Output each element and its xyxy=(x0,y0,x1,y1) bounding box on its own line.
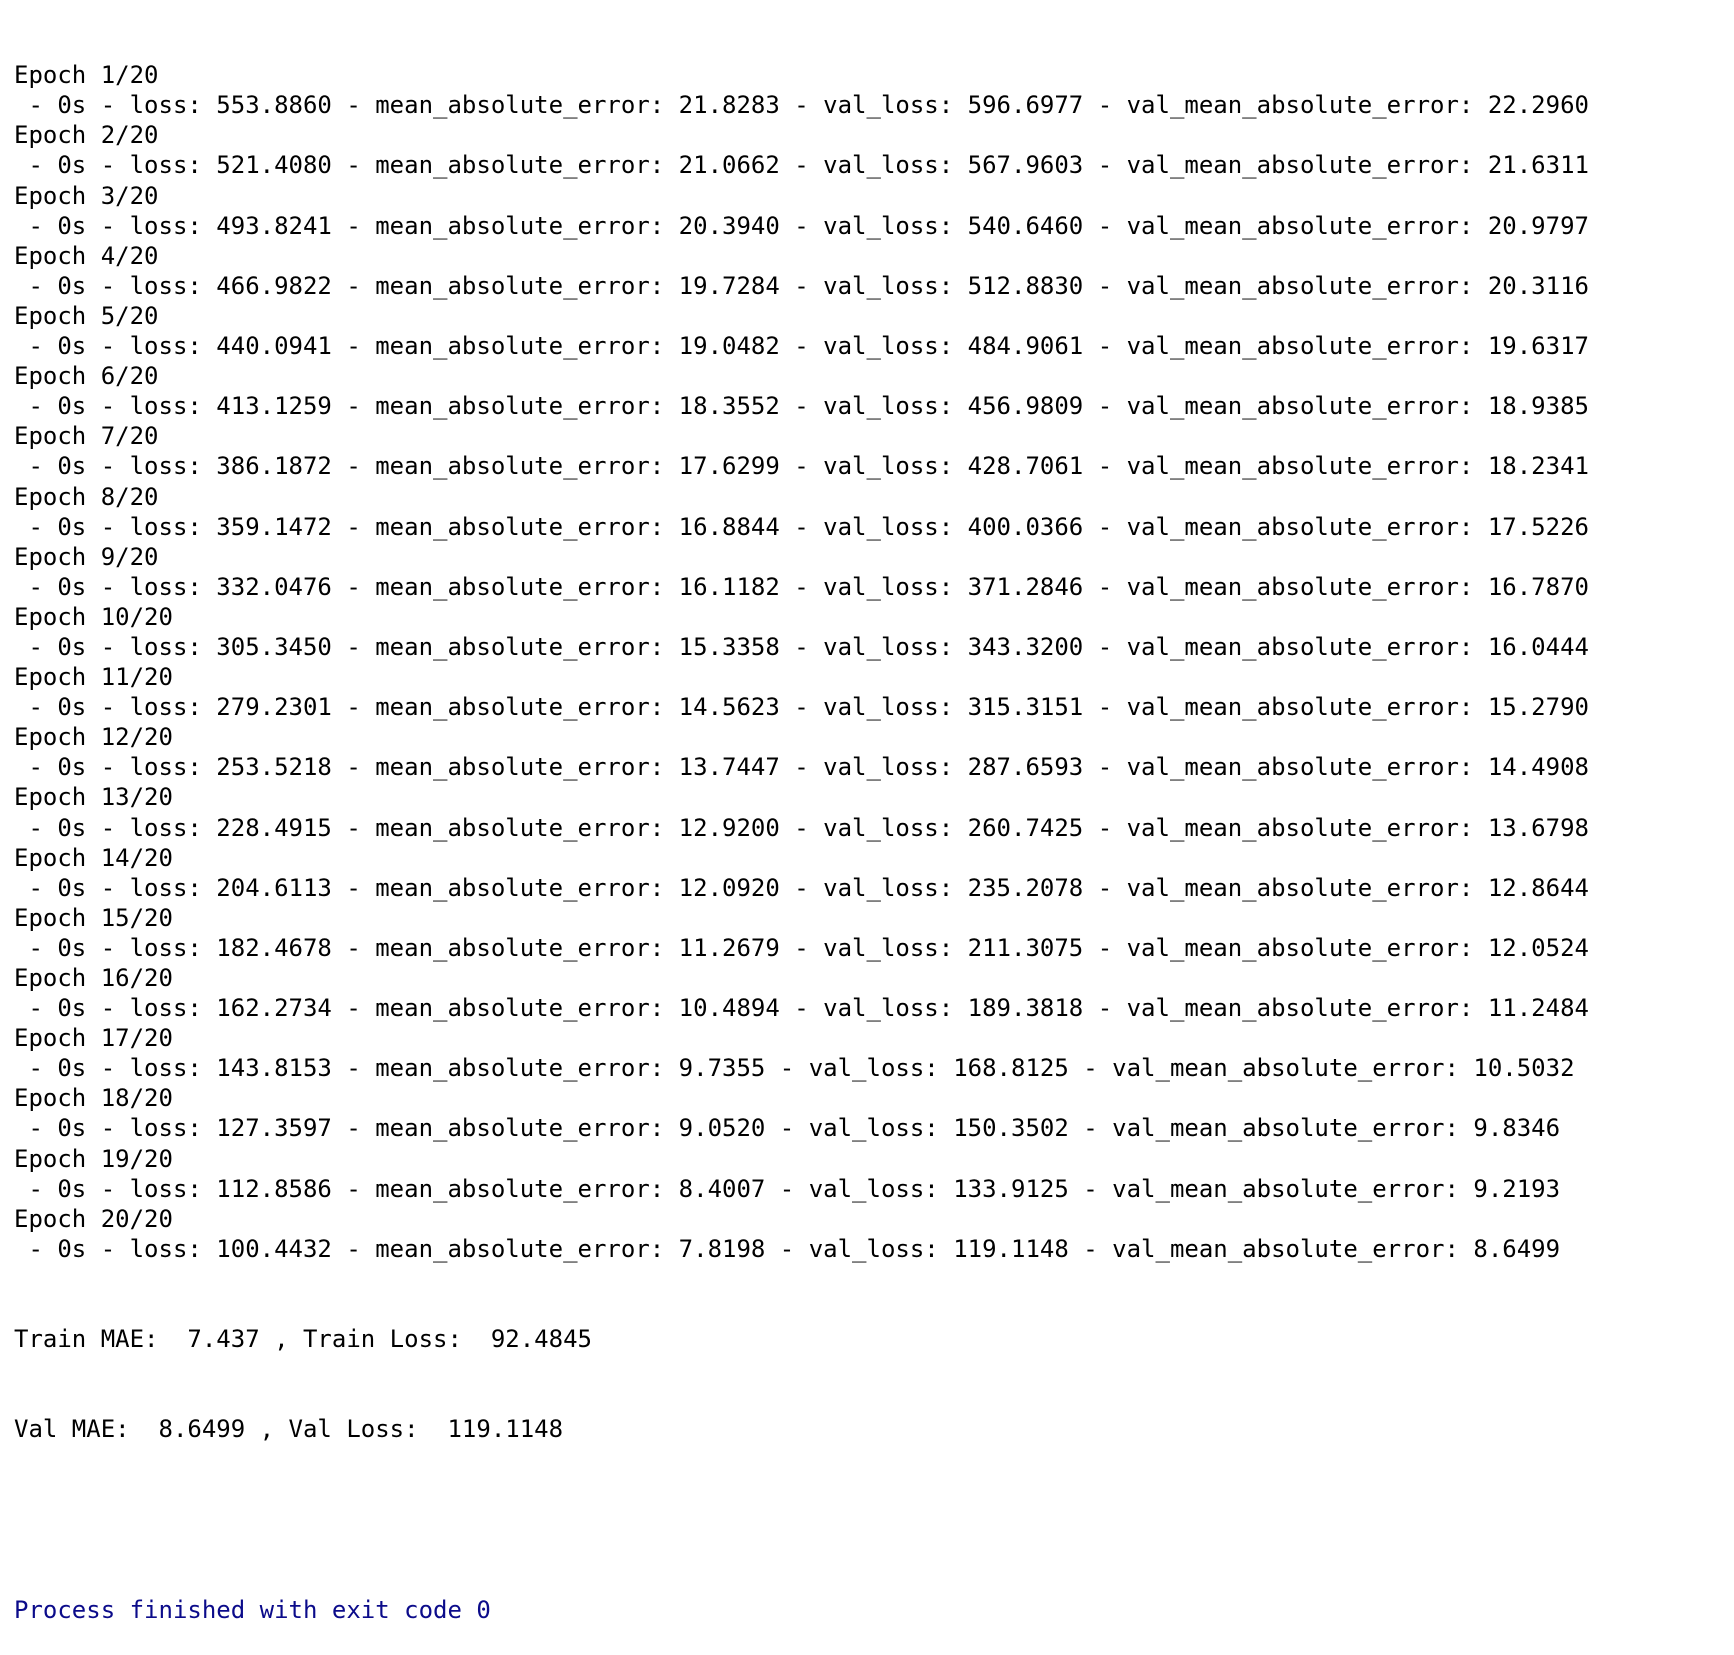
epoch-metrics: - 0s - loss: 359.1472 - mean_absolute_er… xyxy=(14,512,1589,541)
epoch-header: Epoch 17/20 xyxy=(14,1024,173,1053)
epoch-metrics: - 0s - loss: 204.6113 - mean_absolute_er… xyxy=(14,873,1589,902)
console-output: Epoch 1/20 - 0s - loss: 553.8860 - mean_… xyxy=(14,0,1589,1655)
epoch-header: Epoch 12/20 xyxy=(14,723,173,752)
epoch-header: Epoch 11/20 xyxy=(14,663,173,692)
epoch-header: Epoch 10/20 xyxy=(14,602,173,631)
epoch-metrics: - 0s - loss: 553.8860 - mean_absolute_er… xyxy=(14,91,1589,120)
epoch-header: Epoch 3/20 xyxy=(14,181,159,210)
blank-line xyxy=(14,1505,1589,1535)
epoch-header: Epoch 6/20 xyxy=(14,362,159,391)
epoch-header: Epoch 7/20 xyxy=(14,422,159,451)
epoch-header: Epoch 14/20 xyxy=(14,843,173,872)
epoch-header: Epoch 15/20 xyxy=(14,903,173,932)
epoch-metrics: - 0s - loss: 386.1872 - mean_absolute_er… xyxy=(14,452,1589,481)
epoch-metrics: - 0s - loss: 493.8241 - mean_absolute_er… xyxy=(14,211,1589,240)
val-summary-line: Val MAE: 8.6499 , Val Loss: 119.1148 xyxy=(14,1415,564,1444)
epoch-header: Epoch 20/20 xyxy=(14,1204,173,1233)
epoch-header: Epoch 19/20 xyxy=(14,1144,173,1173)
exit-message: Process finished with exit code 0 xyxy=(14,1595,491,1624)
epoch-metrics: - 0s - loss: 182.4678 - mean_absolute_er… xyxy=(14,933,1589,962)
epoch-metrics: - 0s - loss: 127.3597 - mean_absolute_er… xyxy=(14,1114,1561,1143)
epoch-metrics: - 0s - loss: 413.1259 - mean_absolute_er… xyxy=(14,392,1589,421)
epoch-header: Epoch 2/20 xyxy=(14,121,159,150)
epoch-log: Epoch 1/20 - 0s - loss: 553.8860 - mean_… xyxy=(14,60,1589,1264)
train-summary-line: Train MAE: 7.437 , Train Loss: 92.4845 xyxy=(14,1325,592,1354)
epoch-header: Epoch 13/20 xyxy=(14,783,173,812)
epoch-metrics: - 0s - loss: 305.3450 - mean_absolute_er… xyxy=(14,632,1589,661)
epoch-header: Epoch 5/20 xyxy=(14,301,159,330)
epoch-metrics: - 0s - loss: 112.8586 - mean_absolute_er… xyxy=(14,1174,1561,1203)
epoch-header: Epoch 16/20 xyxy=(14,964,173,992)
epoch-metrics: - 0s - loss: 440.0941 - mean_absolute_er… xyxy=(14,332,1589,361)
epoch-header: Epoch 4/20 xyxy=(14,241,159,270)
epoch-metrics: - 0s - loss: 279.2301 - mean_absolute_er… xyxy=(14,693,1589,722)
epoch-header: Epoch 9/20 xyxy=(14,542,159,571)
epoch-metrics: - 0s - loss: 253.5218 - mean_absolute_er… xyxy=(14,753,1589,782)
epoch-metrics: - 0s - loss: 162.2734 - mean_absolute_er… xyxy=(14,994,1589,1023)
epoch-header: Epoch 1/20 xyxy=(14,61,159,90)
epoch-metrics: - 0s - loss: 332.0476 - mean_absolute_er… xyxy=(14,572,1589,601)
epoch-metrics: - 0s - loss: 100.4432 - mean_absolute_er… xyxy=(14,1234,1561,1263)
epoch-header: Epoch 18/20 xyxy=(14,1084,173,1113)
epoch-metrics: - 0s - loss: 466.9822 - mean_absolute_er… xyxy=(14,271,1589,300)
epoch-metrics: - 0s - loss: 143.8153 - mean_absolute_er… xyxy=(14,1054,1575,1083)
epoch-metrics: - 0s - loss: 521.4080 - mean_absolute_er… xyxy=(14,151,1589,180)
epoch-header: Epoch 8/20 xyxy=(14,482,159,511)
epoch-metrics: - 0s - loss: 228.4915 - mean_absolute_er… xyxy=(14,813,1589,842)
